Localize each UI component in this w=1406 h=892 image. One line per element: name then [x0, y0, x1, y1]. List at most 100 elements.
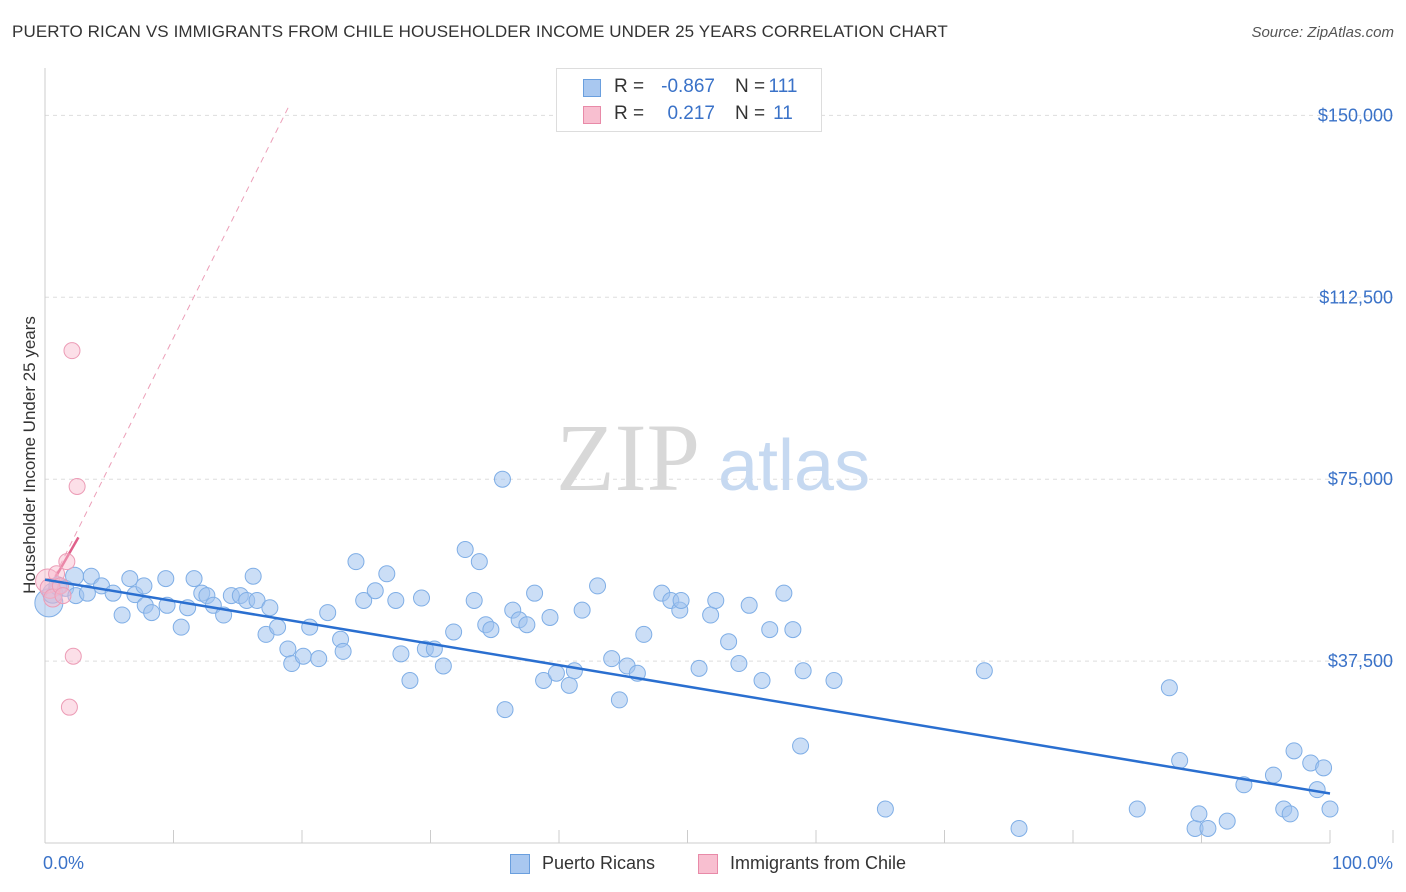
data-point	[58, 553, 76, 571]
data-point	[387, 591, 405, 609]
data-point	[573, 601, 591, 619]
data-point	[355, 591, 373, 609]
legend-row-puerto-ricans: R = -0.867 N = 111	[557, 73, 821, 101]
x-tick-label: 0.0%	[43, 853, 84, 873]
puerto-rican-points	[34, 470, 1339, 837]
data-point	[68, 477, 86, 495]
chile-trendline-dashed	[44, 105, 290, 596]
bottom-legend-swatch-blue	[510, 854, 530, 874]
data-point	[1264, 766, 1282, 784]
x-tick-labels: 0.0% 100.0%	[43, 853, 1393, 873]
legend-swatch-blue	[583, 79, 601, 97]
data-point	[603, 650, 621, 668]
data-point	[185, 570, 203, 588]
data-point	[54, 587, 72, 605]
bottom-legend-label: Immigrants from Chile	[730, 853, 907, 873]
data-point	[589, 577, 607, 595]
data-point	[496, 701, 514, 719]
data-point	[261, 599, 279, 617]
data-point	[157, 570, 175, 588]
source-label: Source: ZipAtlas.com	[1251, 24, 1394, 41]
data-point	[702, 606, 720, 624]
data-point	[310, 650, 328, 668]
data-point	[526, 584, 544, 602]
data-point	[104, 584, 122, 602]
data-point	[707, 591, 725, 609]
data-point	[730, 655, 748, 673]
data-point	[1190, 805, 1208, 823]
chile-trendline-group	[43, 105, 290, 597]
data-point	[1199, 819, 1217, 837]
watermark: ZIP atlas	[556, 404, 870, 511]
data-point	[635, 625, 653, 643]
data-point	[172, 618, 190, 636]
data-point	[610, 691, 628, 709]
data-point	[775, 584, 793, 602]
data-point	[143, 604, 161, 622]
data-point	[1218, 812, 1236, 830]
legend-row-chile: R = 0.217 N = 11	[557, 100, 821, 128]
data-point	[244, 567, 262, 585]
legend-r-label: R =	[614, 76, 645, 97]
data-point	[482, 621, 500, 639]
data-point	[547, 664, 565, 682]
y-tick-label: $150,000	[1318, 105, 1393, 125]
chile-points	[35, 342, 86, 716]
legend-n-value: 111	[768, 76, 798, 97]
legend-r-value: 0.217	[667, 103, 715, 124]
data-point	[1321, 800, 1339, 818]
data-point	[248, 591, 266, 609]
data-point	[434, 657, 452, 675]
data-point	[445, 623, 463, 641]
legend-n-label: N =	[735, 103, 766, 124]
data-point	[493, 470, 511, 488]
data-point	[753, 671, 771, 689]
legend-n-value: 11	[773, 103, 793, 124]
data-point	[1128, 800, 1146, 818]
bottom-legend-swatch-pink	[698, 854, 718, 874]
data-point	[269, 618, 287, 636]
data-point	[1160, 679, 1178, 697]
data-point	[1315, 759, 1333, 777]
data-point	[784, 621, 802, 639]
correlation-legend: R = -0.867 N = 111 R = 0.217 N = 11	[556, 68, 822, 132]
data-point	[279, 640, 297, 658]
legend-swatch-pink	[583, 106, 601, 124]
data-point	[401, 671, 419, 689]
data-point	[825, 671, 843, 689]
data-point	[60, 698, 78, 716]
legend-r-label: R =	[614, 103, 645, 124]
watermark-atlas: atlas	[718, 426, 870, 506]
data-point	[560, 676, 578, 694]
data-point	[63, 342, 81, 360]
data-point	[294, 647, 312, 665]
x-tick-label: 100.0%	[1332, 853, 1393, 873]
data-point	[690, 659, 708, 677]
legend-r-value: -0.867	[661, 76, 715, 97]
data-point	[1285, 742, 1303, 760]
data-point	[1010, 819, 1028, 837]
data-point	[761, 621, 779, 639]
data-point	[366, 582, 384, 600]
y-tick-label: $75,000	[1328, 469, 1393, 489]
data-point	[347, 553, 365, 571]
bottom-legend-label: Puerto Ricans	[542, 853, 656, 873]
data-point	[78, 584, 96, 602]
data-point	[792, 737, 810, 755]
data-point	[1281, 805, 1299, 823]
data-point	[64, 647, 82, 665]
data-point	[334, 642, 352, 660]
data-point	[794, 662, 812, 680]
data-point	[740, 596, 758, 614]
data-point	[565, 662, 583, 680]
data-point	[672, 591, 690, 609]
data-point	[535, 671, 553, 689]
watermark-zip: ZIP	[556, 404, 700, 511]
data-point	[465, 591, 483, 609]
data-point	[541, 608, 559, 626]
data-point	[113, 606, 131, 624]
axes	[44, 68, 1394, 844]
data-point	[121, 570, 139, 588]
data-point	[378, 565, 396, 583]
data-point	[518, 616, 536, 634]
